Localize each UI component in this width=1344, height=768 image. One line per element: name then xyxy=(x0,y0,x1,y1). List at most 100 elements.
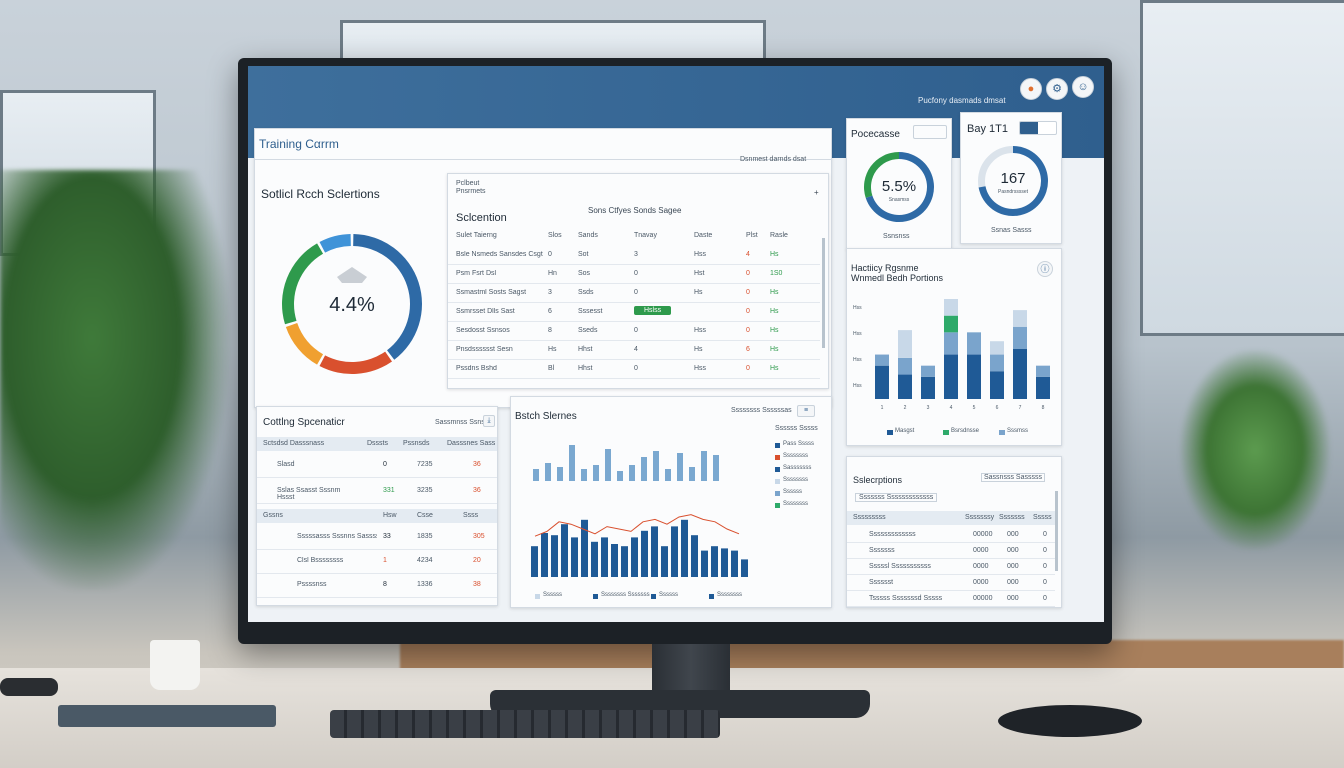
info-icon[interactable]: ⓘ xyxy=(1037,261,1053,277)
row-name: Sssssl Sssssssssss xyxy=(869,563,931,570)
table-row[interactable]: Sssssl Sssssssssss 0000 000 0 xyxy=(847,559,1055,575)
row-cell-a: 1 xyxy=(383,557,387,564)
top-left-label-2: Pnsrmets xyxy=(456,188,486,195)
row-cell-a: 331 xyxy=(383,487,395,494)
bottom-bar xyxy=(721,548,728,577)
bar-mid xyxy=(921,365,935,377)
top-bar xyxy=(557,467,563,481)
subscriptions-right-label: Sassnsss Sasssss xyxy=(981,473,1045,482)
row-cell-c2: Ssds xyxy=(578,289,594,296)
row-name: Ssmrsset Dlls Sast xyxy=(456,308,515,315)
progress-toggle[interactable] xyxy=(913,125,947,139)
row-cell-b: 3235 xyxy=(417,487,433,494)
selection-table-header: Sulet Taierng Slos Sands Tnavay Daste Pl… xyxy=(448,228,828,242)
bar-dark xyxy=(990,371,1004,399)
legend-label: Ssssssss xyxy=(783,501,809,507)
row-name: Tsssss Sssssssd Sssss xyxy=(869,595,943,602)
donut-slice-green xyxy=(282,243,324,325)
export-icon[interactable]: ⤓ xyxy=(483,415,495,427)
col-header: Dsssts xyxy=(367,440,388,447)
table-row[interactable]: Ssmrsset Dlls Sast 6 Sssesst Hslss 0 Hs xyxy=(448,303,820,322)
selection-table-card: Pclbeut Pnsrmets Dsnmest darnds dsat Scl… xyxy=(447,156,829,389)
legend-label: Ssssssss Sssssss xyxy=(601,592,650,598)
add-icon[interactable]: + xyxy=(814,188,819,197)
row-cell-b: 000 xyxy=(1007,531,1019,538)
col-name: Sulet Taierng xyxy=(456,232,497,239)
table-row[interactable]: Sssssss 0000 000 0 xyxy=(847,543,1055,559)
table-row[interactable]: Sslas Ssasst Sssnm Hssst 331 3235 36 xyxy=(257,479,497,504)
row-cell-c1: 8 xyxy=(548,327,552,334)
notification-icon[interactable]: ● xyxy=(1020,78,1042,100)
table-row[interactable]: Bsle Nsmeds Sansdes Csgt 0 Sot 3 Hss 4 Hs xyxy=(448,246,820,265)
table-row[interactable]: Slasd 0 7235 36 xyxy=(257,453,497,478)
settings-icon[interactable]: ⚙ xyxy=(1046,78,1068,100)
donut-slice-blue xyxy=(353,234,422,360)
row-cell-c6: Hs xyxy=(770,365,779,372)
row-cell-a: 33 xyxy=(383,533,391,540)
batch-menu-icon[interactable]: ≡ xyxy=(797,405,815,417)
progress-ring-segment-1 xyxy=(864,152,899,198)
bottom-bar xyxy=(671,526,678,577)
day-title: Bay 1T1 xyxy=(967,123,1008,135)
top-bar xyxy=(653,451,659,481)
legend-swatch xyxy=(709,594,714,599)
subscriptions-scrollbar[interactable] xyxy=(1055,491,1058,571)
table-row[interactable]: Tsssss Sssssssd Sssss 00000 000 0 xyxy=(847,591,1055,607)
row-name: Sssssss xyxy=(869,547,895,554)
row-cell-c6: Hs xyxy=(770,289,779,296)
table-row[interactable]: Ssmastml Sosts Sagst 3 Ssds 0 Hs 0 Hs xyxy=(448,284,820,303)
table-row[interactable]: Sssssasss Sssnns Sasssssst Bsssstsssy 33 1… xyxy=(257,527,497,550)
table-row[interactable]: Sssssssssssss 00000 000 0 xyxy=(847,527,1055,543)
legend-label: Bsrsdnsse xyxy=(951,428,980,434)
main-donut-chart: 4.4% xyxy=(282,234,422,374)
row-cell-c5: 0 xyxy=(746,289,750,296)
row-cell-c4: Hss xyxy=(694,327,707,334)
table-row[interactable]: Pssssnss 8 1336 38 xyxy=(257,575,497,598)
row-cell-c6: Hs xyxy=(770,346,779,353)
subscriptions-filter[interactable]: Sssssss Sssssssssssss xyxy=(855,493,938,502)
table-row[interactable]: Sesdosst Ssnsos 8 Sseds 0 Hss 0 Hs xyxy=(448,322,820,341)
batch-panel-label: Ssssss Sssss xyxy=(775,425,818,432)
x-tick-label: 6 xyxy=(996,405,999,411)
bar-light xyxy=(944,299,958,316)
batch-chart-card: Bstch Slernes Ssssssss Ssssssas ≡ Ssssss… xyxy=(510,396,832,608)
row-cell-c4: Hs xyxy=(694,346,703,353)
selection-scrollbar[interactable] xyxy=(822,238,825,348)
row-cell-b: 000 xyxy=(1007,563,1019,570)
table-row[interactable]: Psm Fsrt Dsl Hn Sos 0 Hst 0 1S0 xyxy=(448,265,820,284)
table-row[interactable]: Pnsdsssssst Sesn Hs Hhst 4 Hs 6 Hs xyxy=(448,341,820,360)
batch-legend-right: Pass Sssss Ssssssss Sasssssss Ssssssss Sssss… xyxy=(773,441,829,531)
table-row[interactable]: Sssssst 0000 000 0 xyxy=(847,575,1055,591)
legend-swatch xyxy=(775,467,780,472)
col-header: Ssss xyxy=(463,512,479,519)
day-toggle[interactable] xyxy=(1019,121,1057,135)
bottom-bar xyxy=(731,550,738,577)
row-name: Slasd xyxy=(277,461,295,468)
top-bar xyxy=(593,465,599,481)
subscriptions-table-body: Sssssssss Sssssssy Sssssss Sssss Sssssssssss… xyxy=(847,511,1055,607)
legend-label: Pass Sssss xyxy=(783,441,815,447)
x-tick-label: 2 xyxy=(904,405,907,411)
row-name: Sslas Ssasst Sssnm Hssst xyxy=(277,487,341,501)
y-tick-label: Hss xyxy=(853,383,862,389)
row-cell-c: 0 xyxy=(1043,579,1047,586)
row-cell-a: 00000 xyxy=(973,531,993,538)
table-row[interactable]: Pssdns Bshd Bl Hhst 0 Hss 0 Hs xyxy=(448,360,820,379)
status-badge[interactable]: Hslss xyxy=(634,306,672,315)
col-header: Gssns xyxy=(263,512,283,519)
bar-dark xyxy=(1013,349,1027,399)
y-tick-label: Hss xyxy=(853,305,862,311)
user-icon[interactable]: ☺ xyxy=(1072,76,1094,98)
donut-slice-orange xyxy=(285,323,324,365)
row-cell-c4: Hs xyxy=(694,289,703,296)
selection-search-label[interactable]: Sons Ctfyes Sonds Sagee xyxy=(588,206,682,215)
row-name: Sssssst xyxy=(869,579,894,586)
notebook-stack xyxy=(58,705,276,727)
batch-right-label: Ssssssss Ssssssas xyxy=(731,407,792,414)
table-row[interactable]: Clsl Bssssssss 1 4234 20 xyxy=(257,551,497,574)
legend-swatch xyxy=(887,430,893,435)
col-header: Sssssss xyxy=(999,514,1025,521)
row-cell-b: 7235 xyxy=(417,461,433,468)
legend-label: Sssmss xyxy=(1007,428,1028,434)
bar-mid xyxy=(1013,326,1027,349)
